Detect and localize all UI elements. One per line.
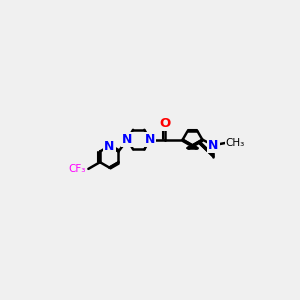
- Text: CF₃: CF₃: [68, 164, 86, 174]
- Text: N: N: [208, 139, 218, 152]
- Text: N: N: [104, 140, 114, 153]
- Text: N: N: [145, 133, 155, 146]
- Text: CH₃: CH₃: [226, 138, 245, 148]
- Text: N: N: [122, 133, 133, 146]
- Text: O: O: [159, 117, 170, 130]
